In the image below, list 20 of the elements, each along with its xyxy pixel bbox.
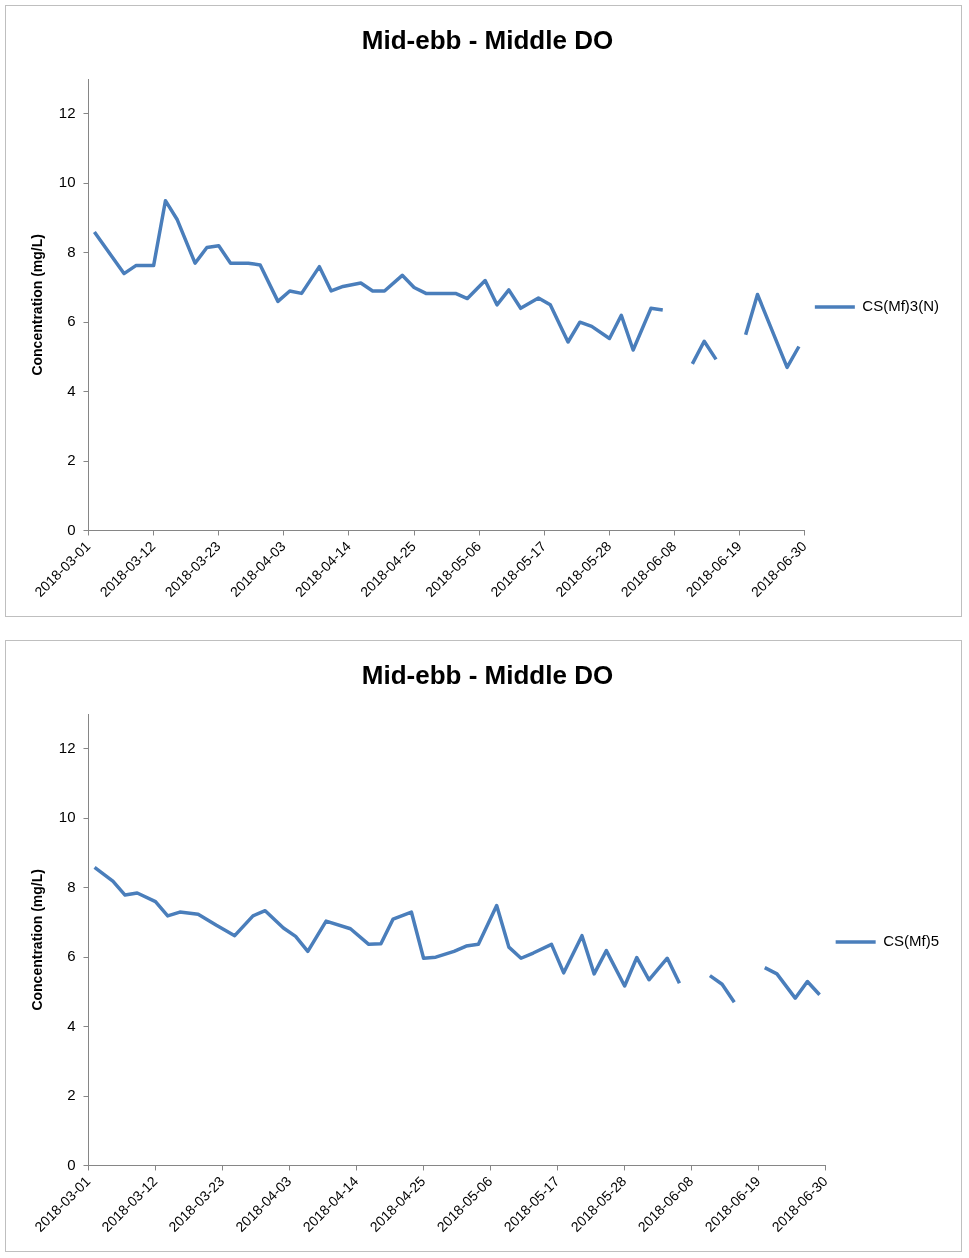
y-axis-title: Concentration (mg/L) (29, 234, 46, 376)
y-tick-label: 0 (67, 520, 76, 538)
y-tick-label: 12 (58, 104, 76, 122)
y-tick-label: 4 (67, 381, 76, 399)
y-tick-label: 10 (58, 173, 76, 191)
y-tick-label: 6 (67, 312, 76, 330)
legend-label: CS(Mf)3(N) (862, 297, 939, 315)
y-tick-label: 0 (67, 1155, 76, 1173)
legend-label: CS(Mf)5 (883, 932, 940, 950)
y-tick-label: 10 (58, 808, 76, 826)
y-tick-label: 8 (67, 242, 76, 260)
y-tick-label: 2 (67, 451, 76, 469)
y-tick-label: 4 (67, 1016, 76, 1034)
y-axis-title: Concentration (mg/L) (29, 869, 46, 1011)
y-tick-label: 8 (67, 877, 76, 895)
y-tick-label: 12 (58, 739, 76, 757)
chart-title: Mid-ebb - Middle DO (361, 659, 614, 690)
chart-title: Mid-ebb - Middle DO (361, 24, 614, 55)
y-tick-label: 6 (67, 947, 76, 965)
y-tick-label: 2 (67, 1086, 76, 1104)
